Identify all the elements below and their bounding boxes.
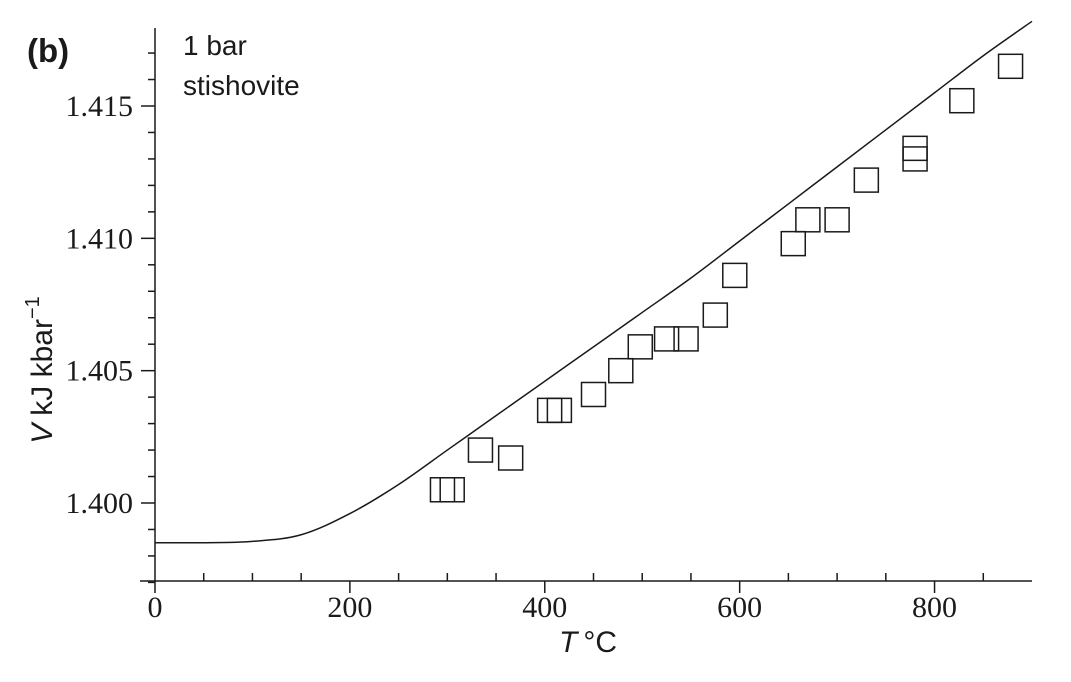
- y-axis-exponent: −1: [22, 296, 44, 319]
- x-tick-label: 800: [912, 591, 957, 624]
- axes: [140, 28, 1032, 582]
- fit-curve: [154, 20, 1033, 544]
- data-markers: [429, 53, 1024, 503]
- data-point: [795, 207, 821, 233]
- y-axis-label: VkJ kbar−1: [22, 296, 59, 444]
- x-tick-label: 200: [327, 591, 372, 624]
- y-tick-label: 1.400: [66, 487, 134, 520]
- x-tick-label: 600: [717, 591, 762, 624]
- panel-label: (b): [27, 32, 69, 69]
- data-point: [902, 146, 928, 172]
- annotation-phase: stishovite: [183, 70, 300, 101]
- y-axis-symbol: V: [26, 421, 59, 444]
- data-point: [780, 230, 807, 257]
- data-point: [702, 302, 729, 328]
- x-axis-label: T °C: [559, 626, 617, 659]
- data-point: [497, 445, 524, 471]
- data-point: [627, 334, 654, 360]
- y-tick-label: 1.405: [66, 355, 134, 388]
- data-point: [722, 262, 748, 289]
- data-point: [439, 477, 465, 503]
- data-point: [536, 397, 563, 424]
- y-tick-label: 1.410: [66, 222, 134, 255]
- data-point: [467, 437, 494, 463]
- data-point: [902, 135, 928, 162]
- y-ticks: 1.400 1.405 1.410 1.415: [66, 52, 155, 584]
- data-point: [653, 326, 680, 352]
- data-point: [824, 207, 850, 233]
- data-point: [997, 53, 1024, 80]
- data-point: [949, 87, 975, 114]
- y-tick-label: 1.415: [66, 90, 134, 123]
- data-point: [429, 477, 456, 503]
- fit-curve-layer: [154, 20, 1033, 544]
- data-point: [673, 326, 699, 352]
- x-ticks: 0 200 400 600 800: [148, 573, 985, 624]
- data-point: [853, 167, 880, 193]
- x-axis-unit: °C: [583, 626, 617, 659]
- data-point: [608, 357, 634, 384]
- data-point: [580, 381, 607, 408]
- y-axis-unit: kJ kbar: [26, 319, 59, 416]
- x-tick-label: 0: [148, 591, 163, 624]
- data-point: [546, 397, 573, 424]
- annotation-pressure: 1 bar: [183, 30, 247, 61]
- x-tick-label: 400: [522, 591, 567, 624]
- x-axis-symbol: T: [559, 626, 580, 659]
